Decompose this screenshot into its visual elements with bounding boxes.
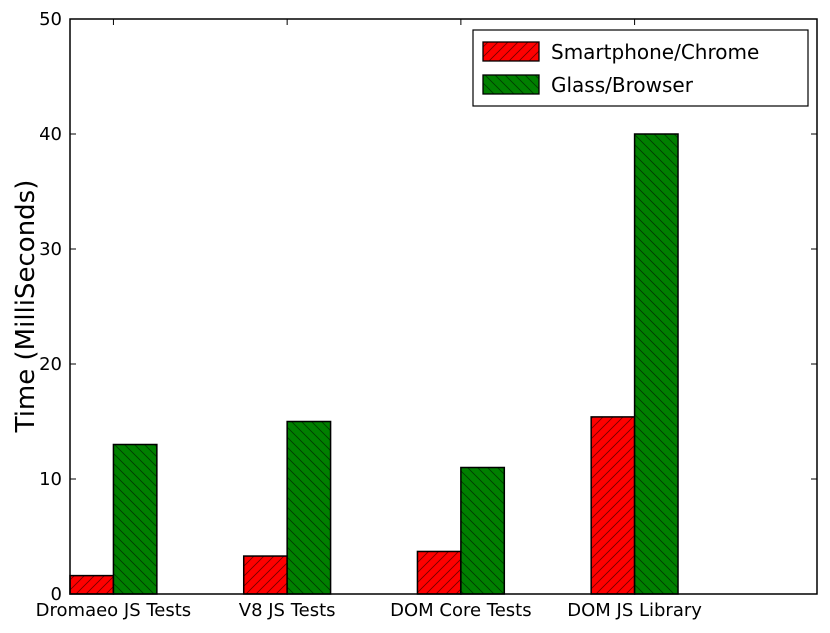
bar-hatch (591, 416, 635, 594)
legend: Smartphone/Chrome Glass/Browser (472, 29, 809, 107)
y-tick-label: 10 (39, 469, 62, 490)
y-axis-label: Time (MilliSeconds) (11, 180, 41, 434)
bar-hatch (417, 551, 461, 594)
bar-hatch (287, 421, 331, 594)
legend-label: Glass/Browser (551, 73, 694, 97)
plot-frame (69, 18, 818, 595)
bar-hatch (113, 444, 157, 594)
legend-swatch-hatch (483, 42, 539, 61)
y-tick-label: 30 (39, 239, 62, 260)
y-tick-label: 20 (39, 354, 62, 375)
x-axis-ticks: Dromaeo JS Tests V8 JS Tests DOM Core Test… (36, 19, 702, 621)
legend-swatch-hatch (483, 75, 539, 94)
x-tick-label: DOM JS Library (567, 600, 702, 621)
y-tick-label: 40 (39, 124, 62, 145)
bar-hatch (460, 467, 505, 594)
x-tick-label: Dromaeo JS Tests (36, 600, 192, 621)
x-tick-label: DOM Core Tests (390, 600, 532, 621)
bar-hatch (243, 556, 288, 594)
y-tick-label: 50 (39, 9, 62, 30)
bar-hatch (634, 134, 679, 594)
y-tick-label: 0 (51, 584, 62, 605)
y-axis-ticks: 0 10 20 30 40 50 (39, 9, 817, 605)
legend-label: Smartphone/Chrome (551, 40, 759, 64)
bar-hatch (70, 575, 114, 594)
x-tick-label: V8 JS Tests (239, 600, 336, 621)
bars (69, 133, 679, 595)
